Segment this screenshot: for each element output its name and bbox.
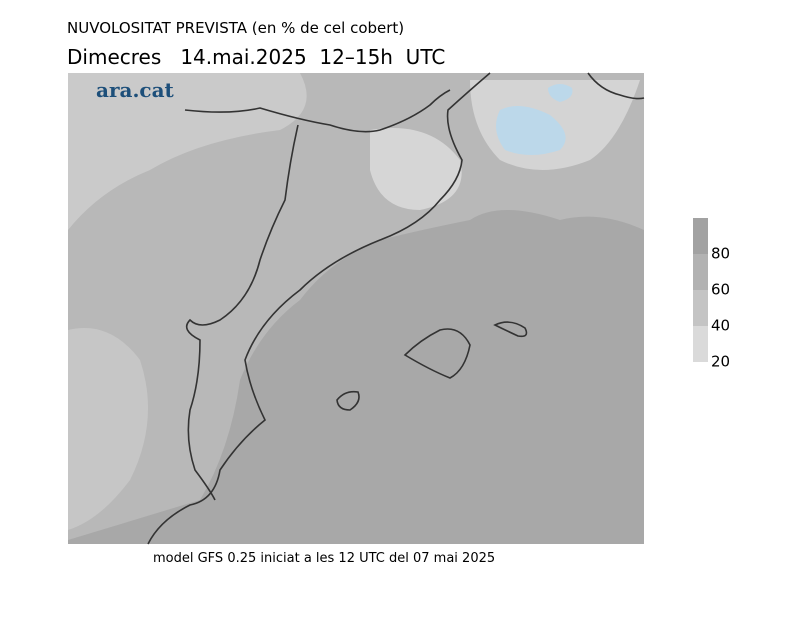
legend-tick-label: 40 — [711, 317, 730, 335]
footer: model GFS 0.25 iniciat a les 12 UTC del … — [153, 551, 496, 566]
coastlines — [147, 72, 645, 545]
legend-swatch — [693, 290, 708, 326]
cloud-patches — [68, 73, 644, 540]
legend-swatch — [693, 254, 708, 290]
legend-tick-label: 60 — [711, 281, 730, 299]
legend-swatch — [693, 218, 708, 254]
logo: ara.cat — [96, 78, 174, 102]
subtitle: Dimecres 14.mai.2025 12–15h UTC — [67, 45, 446, 69]
legend-tick-label: 20 — [711, 353, 730, 371]
legend-swatch — [693, 326, 708, 362]
title: NUVOLOSITAT PREVISTA (en % de cel cobert… — [67, 19, 405, 37]
legend-tick-label: 80 — [711, 245, 730, 263]
